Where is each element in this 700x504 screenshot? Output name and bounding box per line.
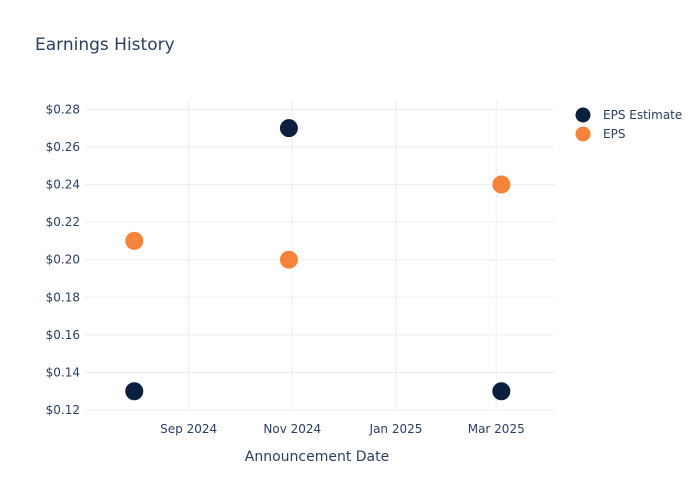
y-tick-label: $0.16 — [46, 328, 80, 342]
y-tick-label: $0.22 — [46, 215, 80, 229]
x-tick-label: Sep 2024 — [160, 422, 217, 436]
x-axis-title: Announcement Date — [245, 449, 389, 465]
chart-title: Earnings History — [35, 35, 175, 55]
x-axis: Sep 2024 Nov 2024 Jan 2025 Mar 2025 — [160, 422, 525, 436]
x-tick-label: Mar 2025 — [468, 422, 525, 436]
y-tick-label: $0.18 — [46, 290, 80, 304]
legend-marker-eps — [574, 125, 592, 143]
legend-label-eps: EPS — [603, 127, 625, 141]
eps-point — [278, 249, 299, 270]
y-tick-label: $0.14 — [46, 365, 80, 379]
y-tick-label: $0.26 — [46, 140, 80, 154]
eps-estimate-point — [491, 381, 512, 402]
legend-label-eps-estimate: EPS Estimate — [603, 108, 682, 122]
y-tick-label: $0.12 — [46, 403, 80, 417]
eps-point — [491, 174, 512, 195]
eps-point — [124, 230, 145, 251]
legend: EPS Estimate EPS — [574, 106, 682, 143]
x-tick-label: Jan 2025 — [369, 422, 423, 436]
grid-lines — [85, 100, 554, 411]
legend-marker-eps-estimate — [574, 106, 592, 124]
y-tick-label: $0.28 — [46, 102, 80, 116]
eps-estimate-point — [278, 118, 299, 139]
y-axis: $0.12 $0.14 $0.16 $0.18 $0.20 $0.22 $0.24 $0.26… — [46, 102, 80, 417]
eps-estimate-point — [124, 381, 145, 402]
y-tick-label: $0.20 — [46, 253, 80, 267]
data-points — [124, 118, 512, 402]
x-tick-label: Nov 2024 — [263, 422, 321, 436]
y-tick-label: $0.24 — [46, 178, 80, 192]
